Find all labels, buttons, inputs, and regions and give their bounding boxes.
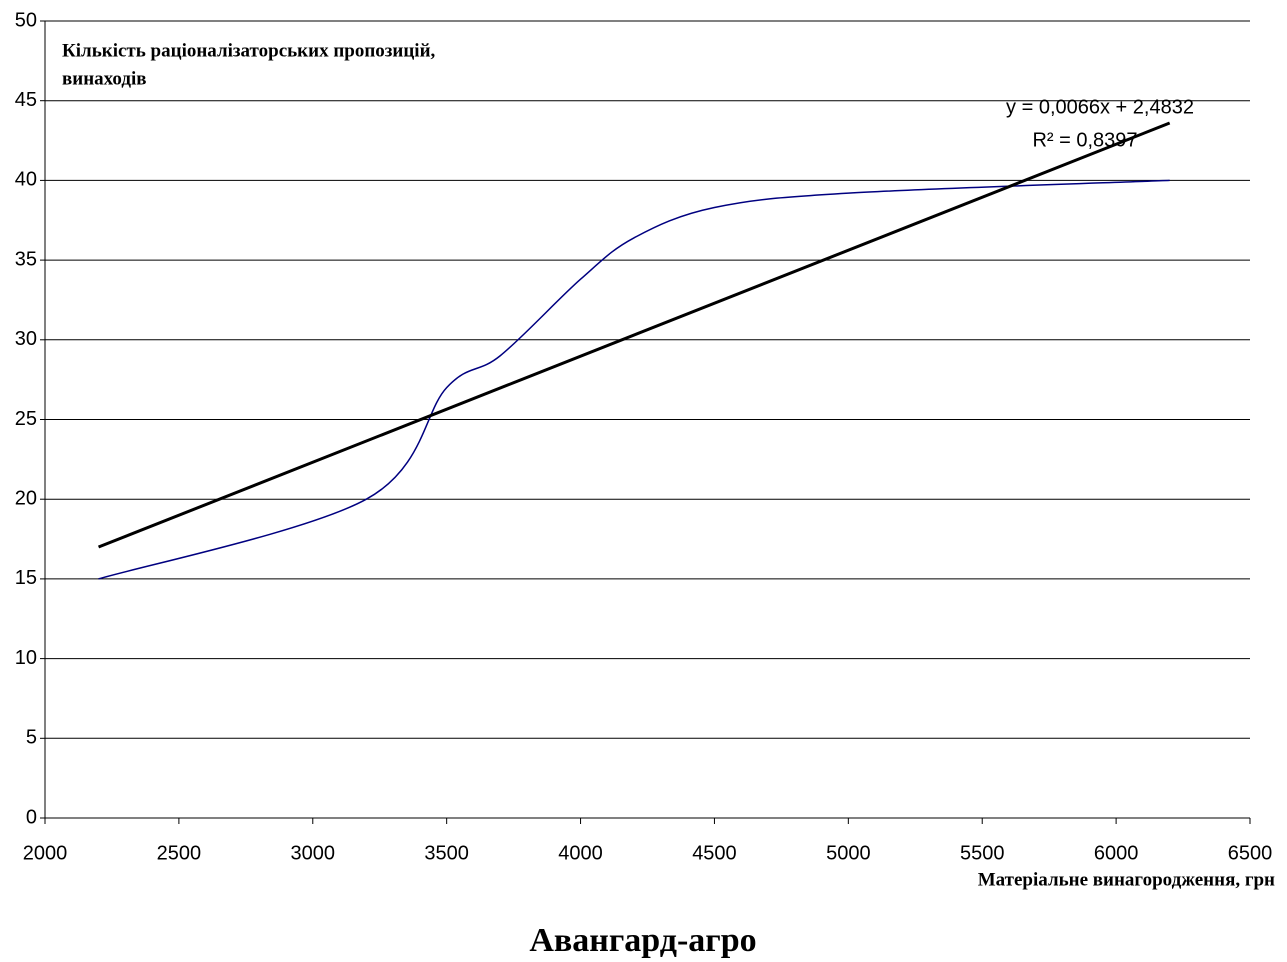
x-tick-label: 2000	[23, 842, 68, 864]
x-tick-label: 6500	[1228, 842, 1273, 864]
trend-line	[98, 121, 1171, 549]
y-tick-label: 45	[15, 89, 37, 111]
x-tick-label: 3500	[424, 842, 469, 864]
y-tick-label: 30	[15, 328, 37, 350]
y-tick-label: 0	[26, 806, 37, 828]
x-tick-label: 4000	[558, 842, 603, 864]
y-tick-label: 40	[15, 169, 37, 191]
x-tick-label: 4500	[692, 842, 737, 864]
y-tick-label: 10	[15, 647, 37, 669]
y-tick-label: 20	[15, 487, 37, 509]
x-tick-label: 5500	[960, 842, 1005, 864]
y-tick-label: 5	[26, 727, 37, 749]
x-tick-label: 5000	[826, 842, 871, 864]
y-axis-label: Кількість раціоналізаторських пропозицій…	[62, 40, 436, 61]
y-tick-label: 15	[15, 567, 37, 589]
x-tick-label: 3000	[291, 842, 336, 864]
y-tick-label: 35	[15, 248, 37, 270]
chart-title: Авангард-агро	[529, 922, 756, 959]
x-axis-label: Матеріальне винагородження, грн	[978, 869, 1275, 890]
x-tick-label: 2500	[157, 842, 202, 864]
x-tick-label: 6000	[1094, 842, 1139, 864]
y-tick-label: 25	[15, 408, 37, 430]
data-line	[98, 179, 1170, 580]
annotation: y = 0,0066x + 2,4832	[1006, 96, 1194, 118]
annotation: R² = 0,8397	[1032, 129, 1137, 151]
y-axis-label: винаходів	[62, 68, 147, 89]
y-tick-label: 50	[15, 9, 37, 31]
